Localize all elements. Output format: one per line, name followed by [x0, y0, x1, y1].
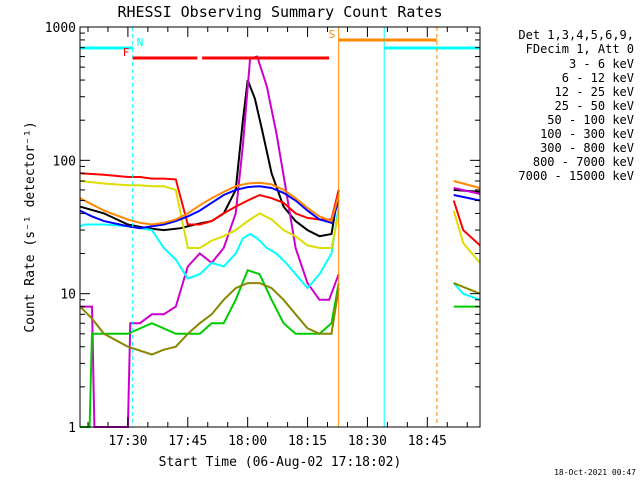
series-line-after-gap-300-800-kev [453, 194, 481, 202]
legend-label-300-800-kev: 300 - 800 keV [540, 141, 634, 155]
series-line-50-100-kev [79, 180, 340, 249]
series-line-7000-15000-kev [79, 282, 340, 356]
x-tick-label: 17:30 [108, 434, 147, 449]
series-line-after-gap-25-50-kev [452, 282, 481, 301]
chart-title: RHESSI Observing Summary Count Rates [117, 3, 442, 21]
series-line-after-gap-800-7000-kev [453, 180, 481, 189]
legend-header-line-2: FDecim 1, Att 0 [526, 42, 634, 56]
x-axis-label: Start Time (06-Aug-02 17:18:02) [159, 455, 402, 470]
timestamp: 18-Oct-2021 00:47 [554, 468, 636, 477]
night-marker-label: N [137, 36, 144, 49]
series-layer [79, 55, 481, 428]
y-tick-label: 1 [68, 421, 76, 436]
legend-label-50-100-kev: 50 - 100 keV [547, 113, 634, 127]
legend-label-6-12-kev: 6 - 12 keV [562, 71, 634, 85]
axis-layer: 17:30 17:45 18:00 18:15 18:30 18:45 1 10 100 1000 [45, 21, 480, 449]
series-line-25-50-kev [79, 206, 340, 290]
series-line-after-gap-7000-15000-kev [453, 282, 481, 295]
series-line-100-300-kev [79, 172, 340, 226]
legend-label-800-7000-kev: 800 - 7000 keV [533, 155, 634, 169]
series-line-800-7000-kev [79, 181, 340, 226]
legend-label-12-25-kev: 12 - 25 keV [555, 85, 634, 99]
series-line-12-25-kev [80, 268, 340, 428]
x-tick-label: 18:00 [228, 434, 267, 449]
legend-label-100-300-kev: 100 - 300 keV [540, 127, 634, 141]
x-tick-label: 18:15 [288, 434, 327, 449]
x-tick-label: 17:45 [168, 434, 207, 449]
legend-header-line-1: Det 1,3,4,5,6,9, [518, 28, 634, 42]
series-line-after-gap-6-12-kev [453, 187, 481, 195]
legend: Det 1,3,4,5,6,9, FDecim 1, Att 0 3 - 6 k… [518, 28, 634, 183]
series-line-after-gap-50-100-kev [452, 210, 481, 264]
y-tick-label: 10 [60, 288, 76, 303]
y-axis-label: Count Rate (s⁻¹ detector⁻¹) [23, 121, 38, 332]
y-tick-label: 100 [53, 154, 76, 169]
plot-frame [79, 26, 481, 428]
x-tick-label: 18:45 [408, 434, 447, 449]
legend-label-3-6-kev: 3 - 6 keV [569, 57, 634, 71]
legend-label-25-50-kev: 25 - 50 keV [555, 99, 634, 113]
y-tick-label: 1000 [45, 21, 76, 36]
series-line-3-6-kev [79, 79, 340, 238]
x-tick-label: 18:30 [348, 434, 387, 449]
flare-marker-label: F [123, 46, 130, 59]
legend-label-7000-15000-kev: 7000 - 15000 keV [518, 169, 634, 183]
series-line-6-12-kev [80, 55, 340, 428]
series-line-after-gap-100-300-kev [452, 200, 481, 247]
series-line-300-800-kev [79, 185, 340, 230]
saa-marker-label: S [329, 28, 336, 41]
